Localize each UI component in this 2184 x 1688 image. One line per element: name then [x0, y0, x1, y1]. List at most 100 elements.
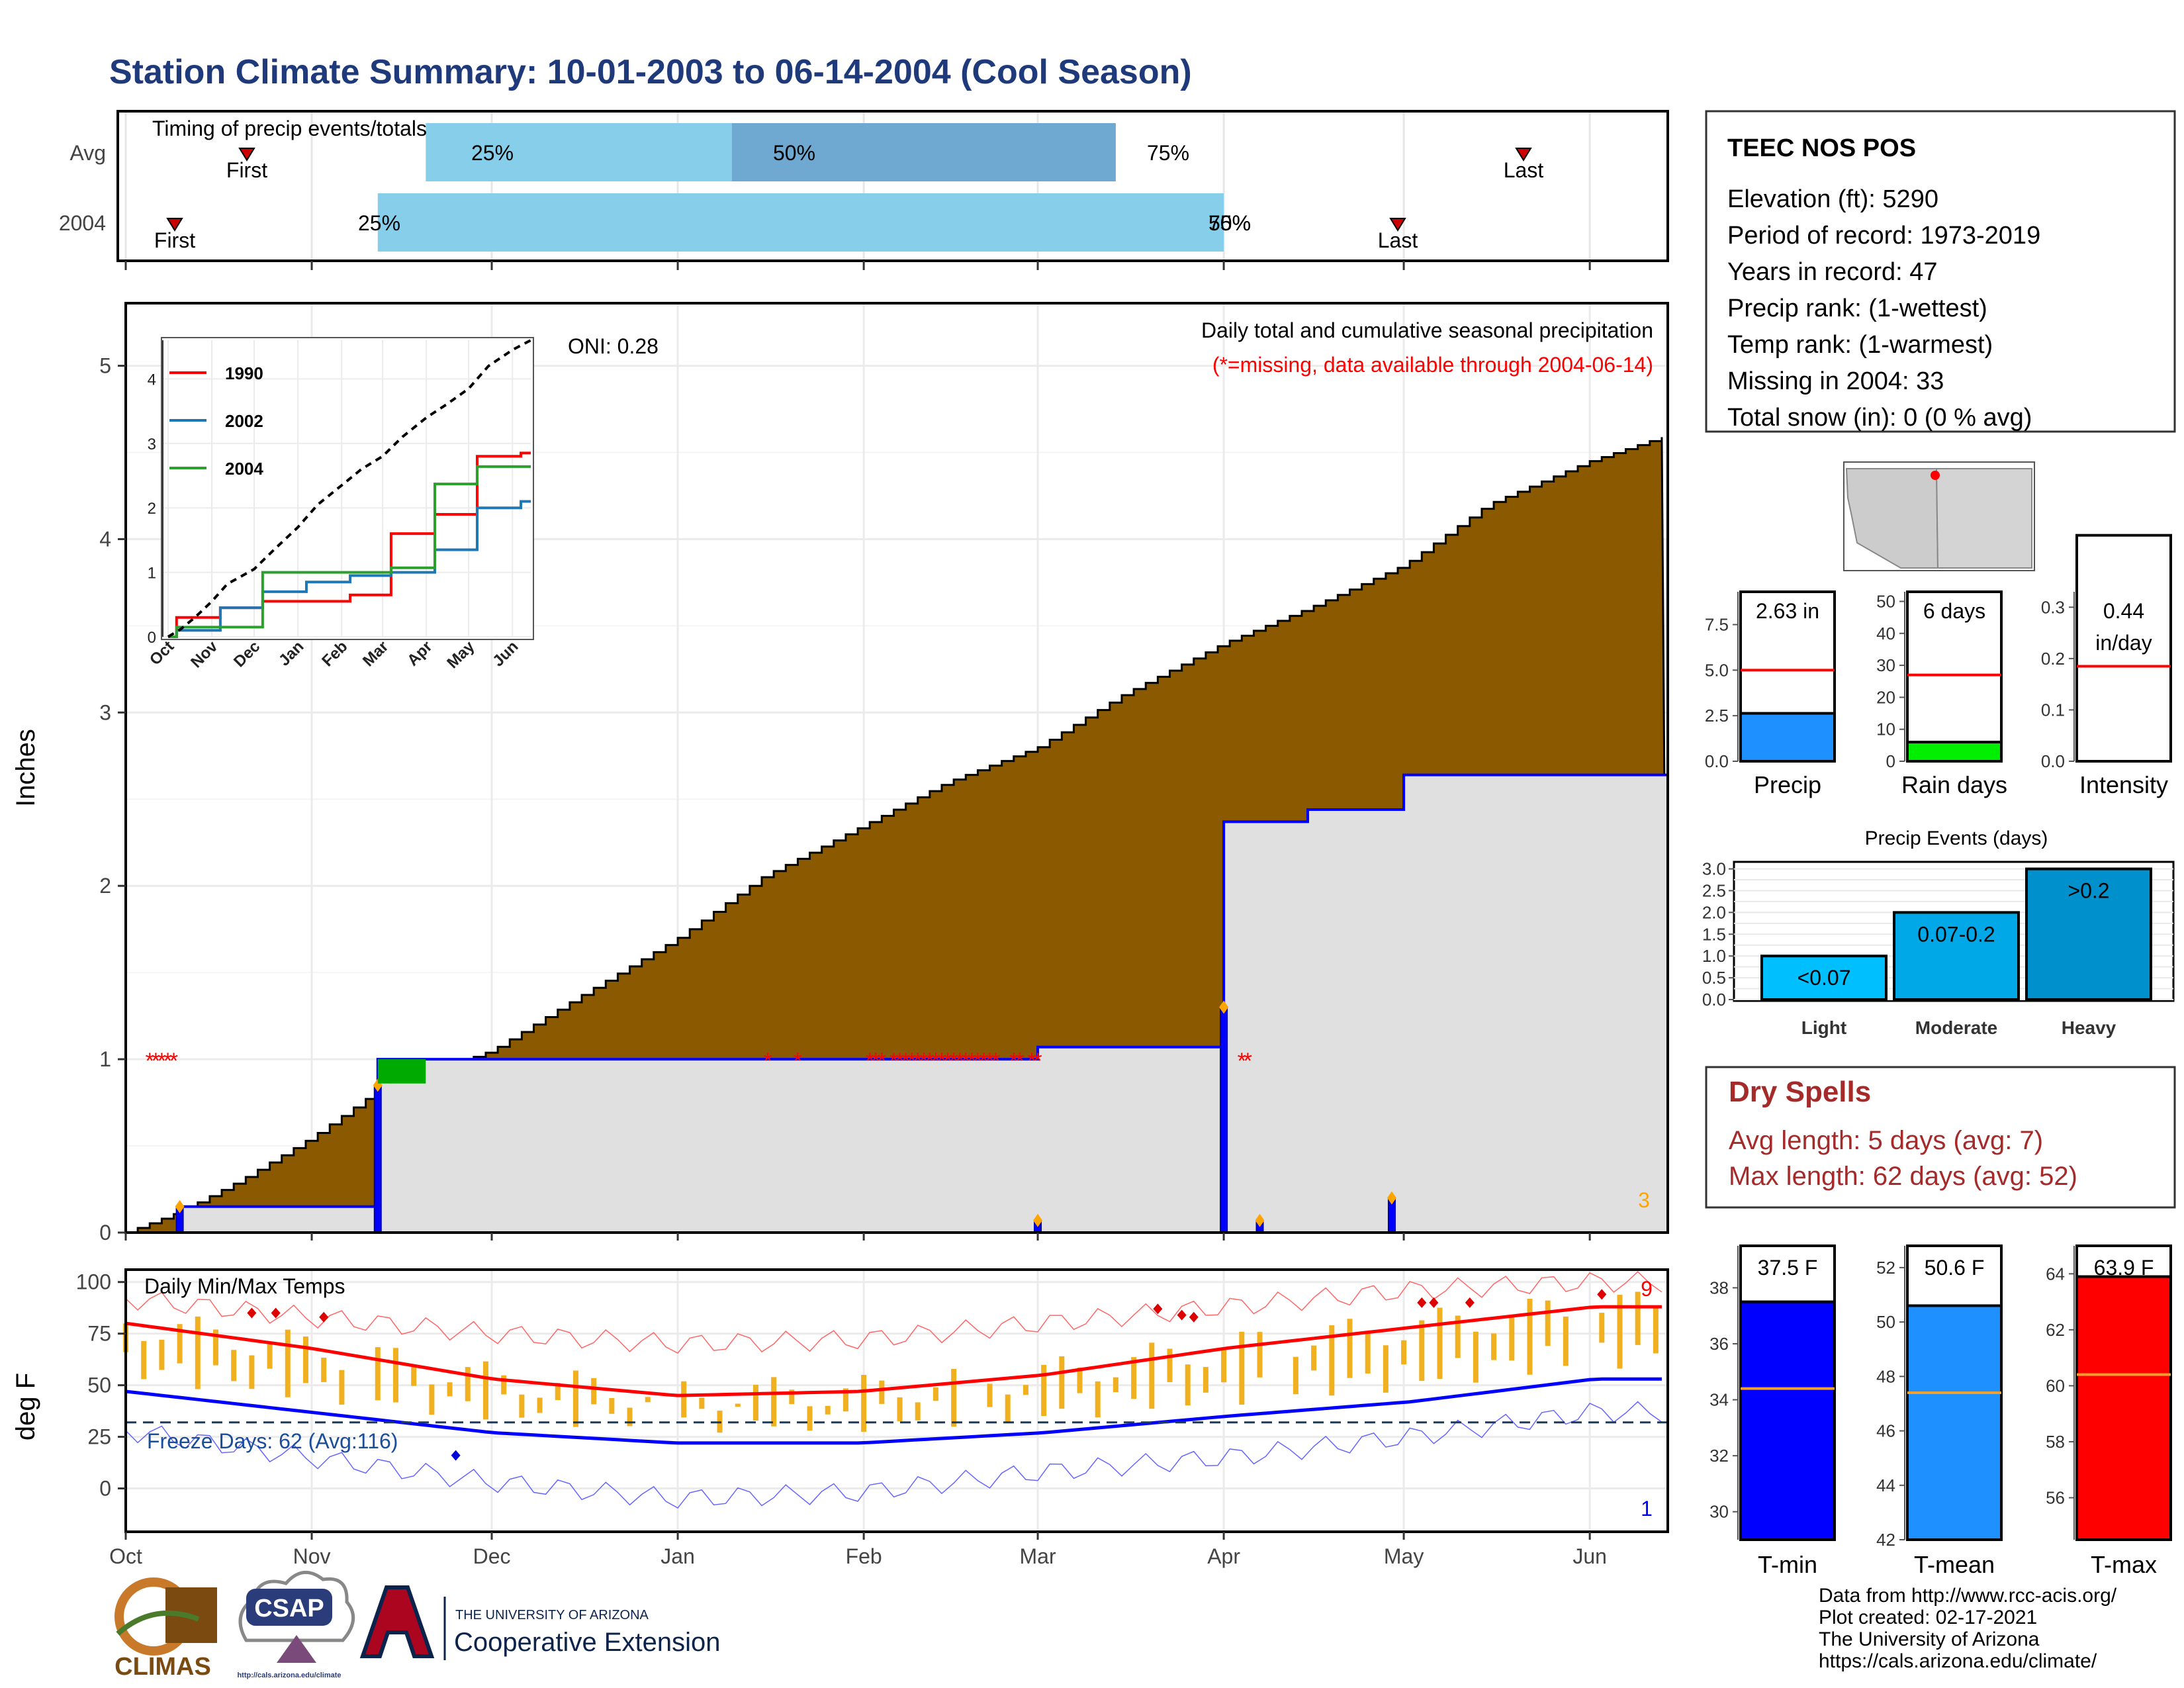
daily-temp-bar — [1491, 1333, 1497, 1360]
timing-avg-bar-25-50 — [426, 123, 732, 181]
daily-temp-bar — [1365, 1331, 1371, 1374]
inset-gridlines — [163, 340, 531, 637]
missing-marker: * — [794, 1049, 802, 1074]
temp-summary-t-min: 30 32 34 36 38 37.5 F T-min — [1709, 1244, 1836, 1578]
inset-y-tick-label: 4 — [148, 371, 156, 389]
temp-summary-tick-label: 30 — [1709, 1502, 1729, 1522]
precip-y-axis: 0 1 2 3 4 5 — [99, 354, 126, 1244]
daily-temp-bar — [681, 1381, 687, 1418]
precip-x-axis-ticks — [124, 1233, 1591, 1241]
mini-bar-value-unit: in/day — [2095, 631, 2152, 655]
timing-2004-p25-label: 25% — [358, 211, 400, 235]
precip-events-bar-label: 0.07-0.2 — [1917, 922, 1995, 946]
daily-temp-bar — [1653, 1307, 1659, 1354]
mini-bar-value — [1906, 741, 2003, 763]
station-precip-rank: Precip rank: (1-wettest) — [1727, 295, 1987, 322]
legend-2002-label: 2002 — [225, 411, 263, 431]
daily-temp-bar — [1455, 1315, 1461, 1358]
precip-corner-count: 3 — [1638, 1188, 1650, 1212]
record-min-line — [125, 1401, 1662, 1509]
temp-summary-tick-label: 38 — [1709, 1278, 1729, 1297]
missing-marker: * — [146, 1049, 154, 1074]
temp-panel-title: Daily Min/Max Temps — [144, 1274, 345, 1298]
daily-temp-bar — [1527, 1299, 1533, 1375]
temp-summary-t-max: 56 58 60 62 64 63.9 F T-max — [2046, 1244, 2172, 1578]
temp-x-tick-label: Feb — [846, 1544, 882, 1568]
daily-precip-diamond — [175, 1199, 185, 1213]
mini-bar-precip: 0.0 2.5 5.0 7.5 2.63 in Precip — [1705, 590, 1836, 798]
station-info-box: TEEC NOS POS Elevation (ft): 5290 Period… — [1705, 110, 2176, 433]
daily-temp-bar — [285, 1329, 291, 1397]
dry-spells-avg: Avg length: 5 days (avg: 7) — [1729, 1126, 2043, 1155]
mini-bar-tick-label: 50 — [1876, 591, 1895, 611]
daily-temp-bar — [411, 1367, 417, 1386]
daily-temp-bar — [1419, 1320, 1425, 1382]
mini-bar-label: Intensity — [2079, 771, 2168, 798]
temp-summary-tick-label: 56 — [2046, 1488, 2065, 1508]
record-high-marker — [319, 1311, 329, 1323]
precip-missing-note: (*=missing, data available through 2004-… — [1212, 353, 1653, 377]
daily-temp-bar — [465, 1367, 471, 1401]
missing-marker: * — [158, 1049, 166, 1074]
daily-temp-bar — [572, 1370, 578, 1427]
mini-bar-rain-days: 0 10 20 30 40 50 6 days Rain days — [1876, 590, 2007, 798]
daily-temp-bar — [1203, 1367, 1208, 1393]
inset-average-line — [167, 339, 531, 638]
timing-avg-bar-50-75 — [731, 123, 1116, 181]
temp-summary-tick-label: 42 — [1876, 1530, 1895, 1550]
daily-precip-diamond — [1255, 1213, 1265, 1227]
station-total-snow: Total snow (in): 0 (0 % avg) — [1727, 404, 2032, 432]
missing-marker: * — [985, 1049, 994, 1074]
inset-y-tick-label: 1 — [148, 565, 156, 583]
mini-bar-tick-label: 0.2 — [2041, 649, 2065, 669]
daily-precip-diamond — [1033, 1213, 1043, 1227]
csap-logo-url: http://cals.arizona.edu/climate — [237, 1671, 341, 1679]
mini-bar-tick-label: 0 — [1886, 751, 1895, 771]
inset-y-tick-label: 2 — [148, 500, 156, 518]
precip-events-tick-label: 0.5 — [1702, 968, 1726, 988]
temp-x-tick-label: Jun — [1572, 1544, 1607, 1568]
station-info-frame — [1705, 110, 2176, 433]
record-high-marker — [247, 1307, 257, 1319]
climas-logo-text: CLIMAS — [114, 1653, 211, 1681]
mini-bar-value-label: 6 days — [1923, 599, 1985, 623]
mini-bar-value-label: 0.44 — [2103, 599, 2144, 623]
precip-y-tick-label: 1 — [99, 1047, 111, 1071]
daily-temp-bar — [627, 1407, 633, 1427]
daily-temp-bar — [987, 1383, 993, 1407]
timing-markers: 25% 50% 75% First Last 25% 75% 50% First… — [154, 141, 1543, 252]
csap-logo: CSAP http://cals.arizona.edu/climate — [237, 1570, 355, 1679]
daily-precip-bar — [1220, 1006, 1228, 1233]
temp-summary-tick-label: 62 — [2046, 1320, 2065, 1340]
timing-2004-last-label: Last — [1378, 228, 1418, 252]
precip-subtitle: Daily total and cumulative seasonal prec… — [1201, 318, 1653, 342]
ua-logo-extension: Cooperative Extension — [454, 1628, 720, 1657]
daily-temp-bar — [1221, 1350, 1227, 1383]
daily-temp-bar — [789, 1389, 795, 1405]
daily-temp-bar — [195, 1316, 201, 1389]
daily-temp-bar — [537, 1397, 543, 1413]
credits: Data from http://www.rcc-acis.org/ Plot … — [1819, 1585, 2117, 1672]
legend-1990-label: 1990 — [225, 363, 263, 383]
daily-temp-bar — [519, 1394, 525, 1418]
timing-2004-first-label: First — [154, 228, 195, 252]
climas-logo: CLIMAS — [114, 1577, 217, 1681]
precip-events-bar-label: <0.07 — [1797, 966, 1851, 990]
daily-temp-bar — [825, 1405, 831, 1415]
temp-x-tick-label: Mar — [1019, 1544, 1056, 1568]
ua-logo-university: THE UNIVERSITY OF ARIZONA — [455, 1608, 649, 1622]
record-high-marker — [1429, 1297, 1439, 1308]
missing-marker: * — [974, 1049, 982, 1074]
timing-avg-last-label: Last — [1504, 158, 1544, 182]
temp-y-axis: 0 25 50 75 100 — [76, 1270, 126, 1501]
inset-series-line — [168, 465, 531, 638]
station-missing: Missing in 2004: 33 — [1727, 367, 1944, 395]
daily-temp-bar — [1077, 1368, 1083, 1393]
temp-plot-background — [126, 1270, 1668, 1532]
daily-temp-bars — [123, 1291, 1659, 1433]
missing-marker: * — [1238, 1049, 1246, 1074]
dry-spells-max: Max length: 62 days (avg: 52) — [1729, 1162, 2077, 1191]
daily-temp-bar — [1347, 1319, 1353, 1378]
daily-temp-bar — [141, 1340, 147, 1380]
